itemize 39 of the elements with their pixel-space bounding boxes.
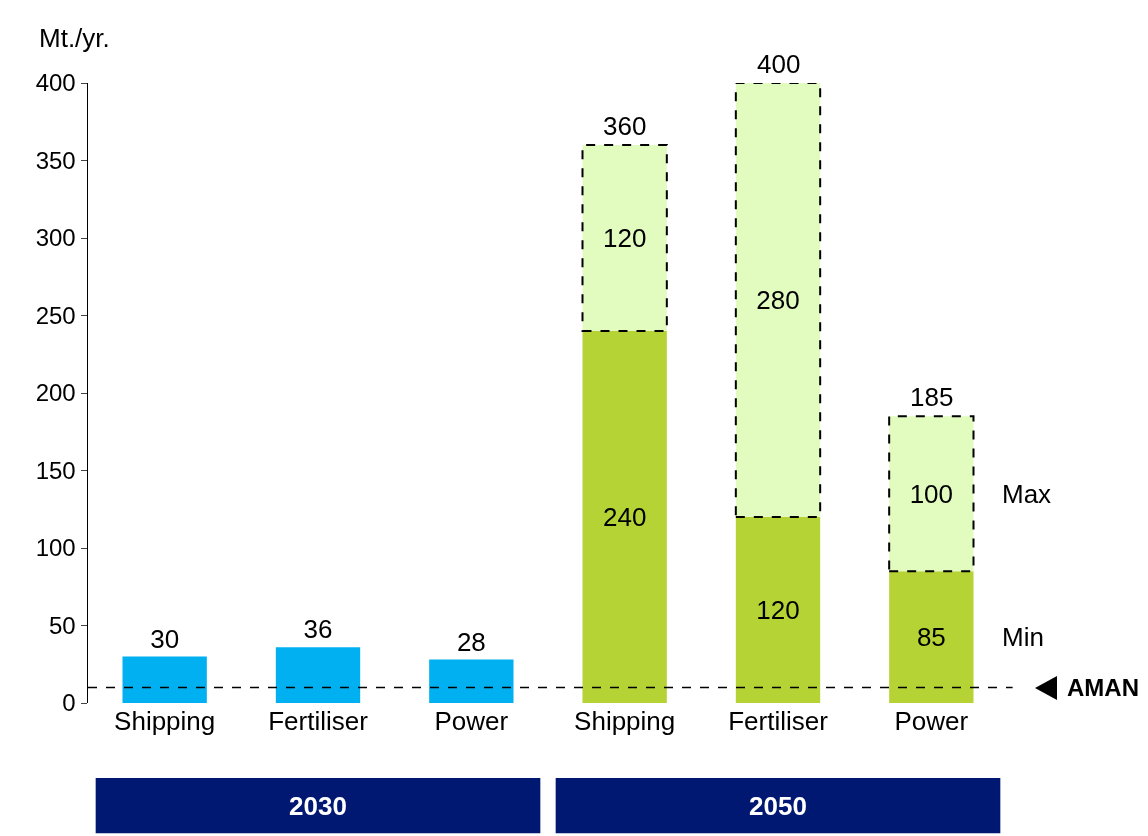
- text: 2030: [289, 791, 347, 821]
- ref-line-label: AMAN: [1067, 674, 1139, 701]
- data-label: 100: [909, 478, 954, 509]
- total-label: 185: [910, 382, 954, 412]
- data-label: 280: [756, 285, 800, 315]
- x-tick-label: Shipping: [574, 706, 676, 736]
- total-label: 400: [757, 49, 801, 79]
- total-label: 360: [603, 111, 647, 141]
- data-label: 30: [150, 623, 180, 654]
- series-label: Min: [1002, 622, 1044, 652]
- y-tick-label: 50: [49, 611, 76, 639]
- data-label: 85: [916, 622, 946, 653]
- bar: [122, 656, 207, 703]
- data-label: 240: [602, 502, 647, 532]
- y-tick-label: 100: [35, 534, 76, 562]
- series-label: Max: [1002, 479, 1052, 509]
- data-label: 120: [756, 595, 800, 625]
- bar: [582, 331, 667, 703]
- text: 2050: [749, 791, 807, 821]
- y-tick-label: 0: [62, 689, 76, 717]
- x-tick-label: Fertiliser: [268, 706, 369, 736]
- x-tick-label: Power: [894, 706, 969, 736]
- y-tick-label: 400: [35, 69, 76, 97]
- bar: [275, 647, 361, 703]
- y-tick-label: 150: [35, 456, 76, 484]
- data-label: 36: [303, 614, 333, 645]
- x-tick-label: Power: [434, 706, 509, 736]
- data-label: 120: [602, 223, 647, 253]
- bar: [735, 517, 821, 703]
- y-tick-label: 350: [35, 146, 76, 174]
- x-tick-label: Shipping: [114, 706, 216, 736]
- bar: [889, 571, 974, 703]
- y-tick-label: 300: [35, 224, 76, 252]
- y-tick-label: 200: [35, 379, 76, 407]
- y-axis-title: Mt./yr.: [39, 23, 110, 53]
- y-tick-label: 250: [35, 301, 76, 329]
- x-tick-label: Fertiliser: [728, 706, 829, 736]
- data-label: 28: [456, 626, 486, 657]
- bar: [429, 659, 514, 703]
